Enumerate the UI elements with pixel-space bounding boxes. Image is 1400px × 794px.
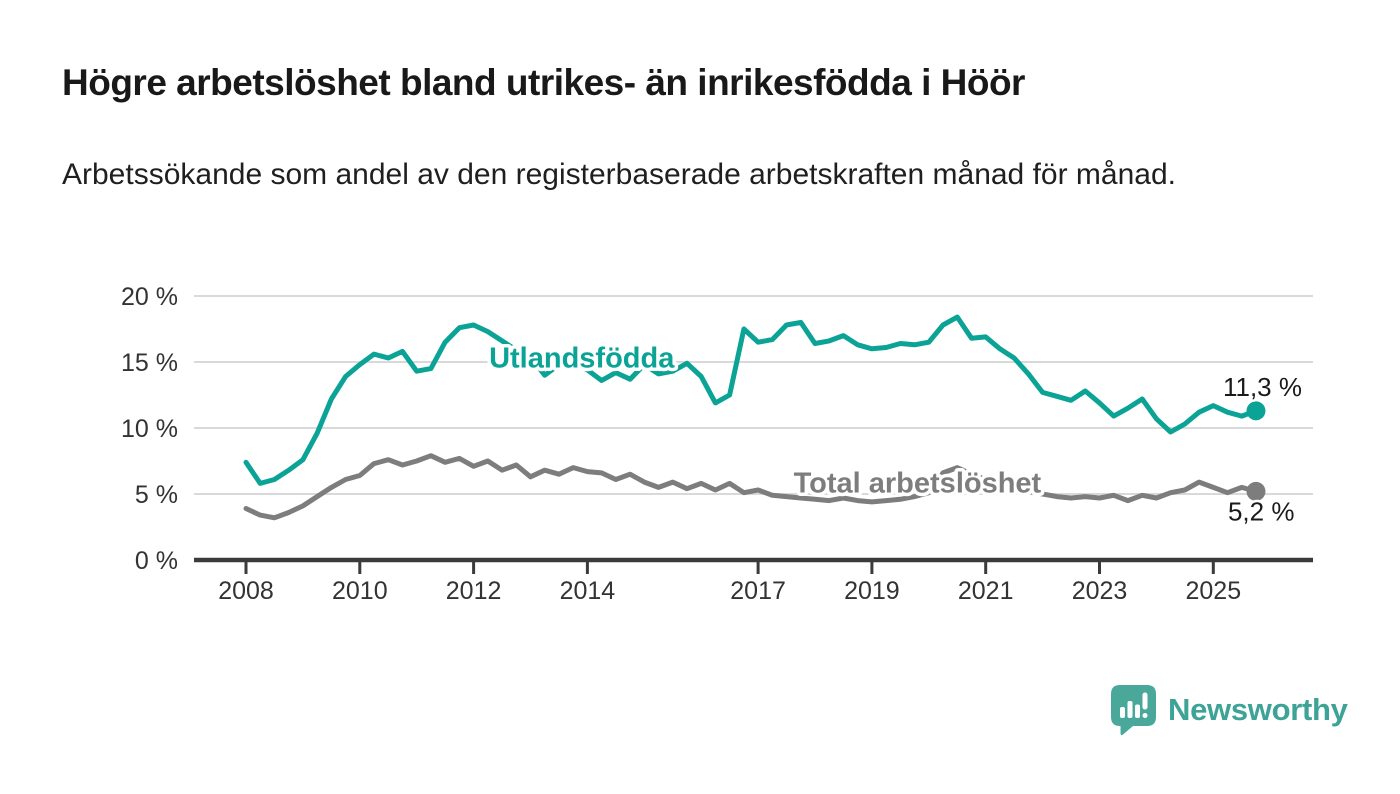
x-axis-label: 2023 bbox=[1072, 577, 1128, 605]
x-axis-label: 2019 bbox=[844, 577, 900, 605]
x-axis-label: 2008 bbox=[218, 577, 274, 605]
newsworthy-logo-icon bbox=[1111, 685, 1156, 736]
newsworthy-logo: Newsworthy bbox=[1110, 684, 1348, 736]
series-label-total: Total arbetslöshet bbox=[794, 468, 1042, 500]
y-axis-label: 15 % bbox=[121, 349, 178, 377]
end-value-label-utlandsfodda: 11,3 % bbox=[1223, 372, 1302, 402]
chart-subtitle: Arbetssökande som andel av den registerb… bbox=[62, 158, 1176, 191]
end-dot-utlandsfodda bbox=[1246, 401, 1266, 421]
x-axis-label: 2010 bbox=[332, 577, 388, 605]
series-label-utlandsfodda: Utlandsfödda bbox=[489, 342, 675, 374]
y-axis-label: 10 % bbox=[121, 415, 178, 443]
x-axis-label: 2025 bbox=[1185, 577, 1241, 605]
end-value-label-total: 5,2 % bbox=[1228, 496, 1295, 526]
y-axis-label: 0 % bbox=[135, 547, 178, 575]
x-axis-label: 2017 bbox=[730, 577, 786, 605]
y-axis-label: 5 % bbox=[135, 481, 178, 509]
end-dot-total bbox=[1246, 481, 1266, 501]
series-line-utlandsfodda bbox=[243, 314, 1259, 486]
series-line-total bbox=[243, 453, 1259, 521]
page-title: Högre arbetslöshet bland utrikes- än inr… bbox=[62, 62, 1025, 103]
newsworthy-logo-text: Newsworthy bbox=[1168, 692, 1348, 727]
x-axis-label: 2014 bbox=[560, 577, 616, 605]
x-axis-label: 2021 bbox=[958, 577, 1014, 605]
x-axis-label: 2012 bbox=[446, 577, 502, 605]
y-axis-label: 20 % bbox=[121, 283, 178, 311]
